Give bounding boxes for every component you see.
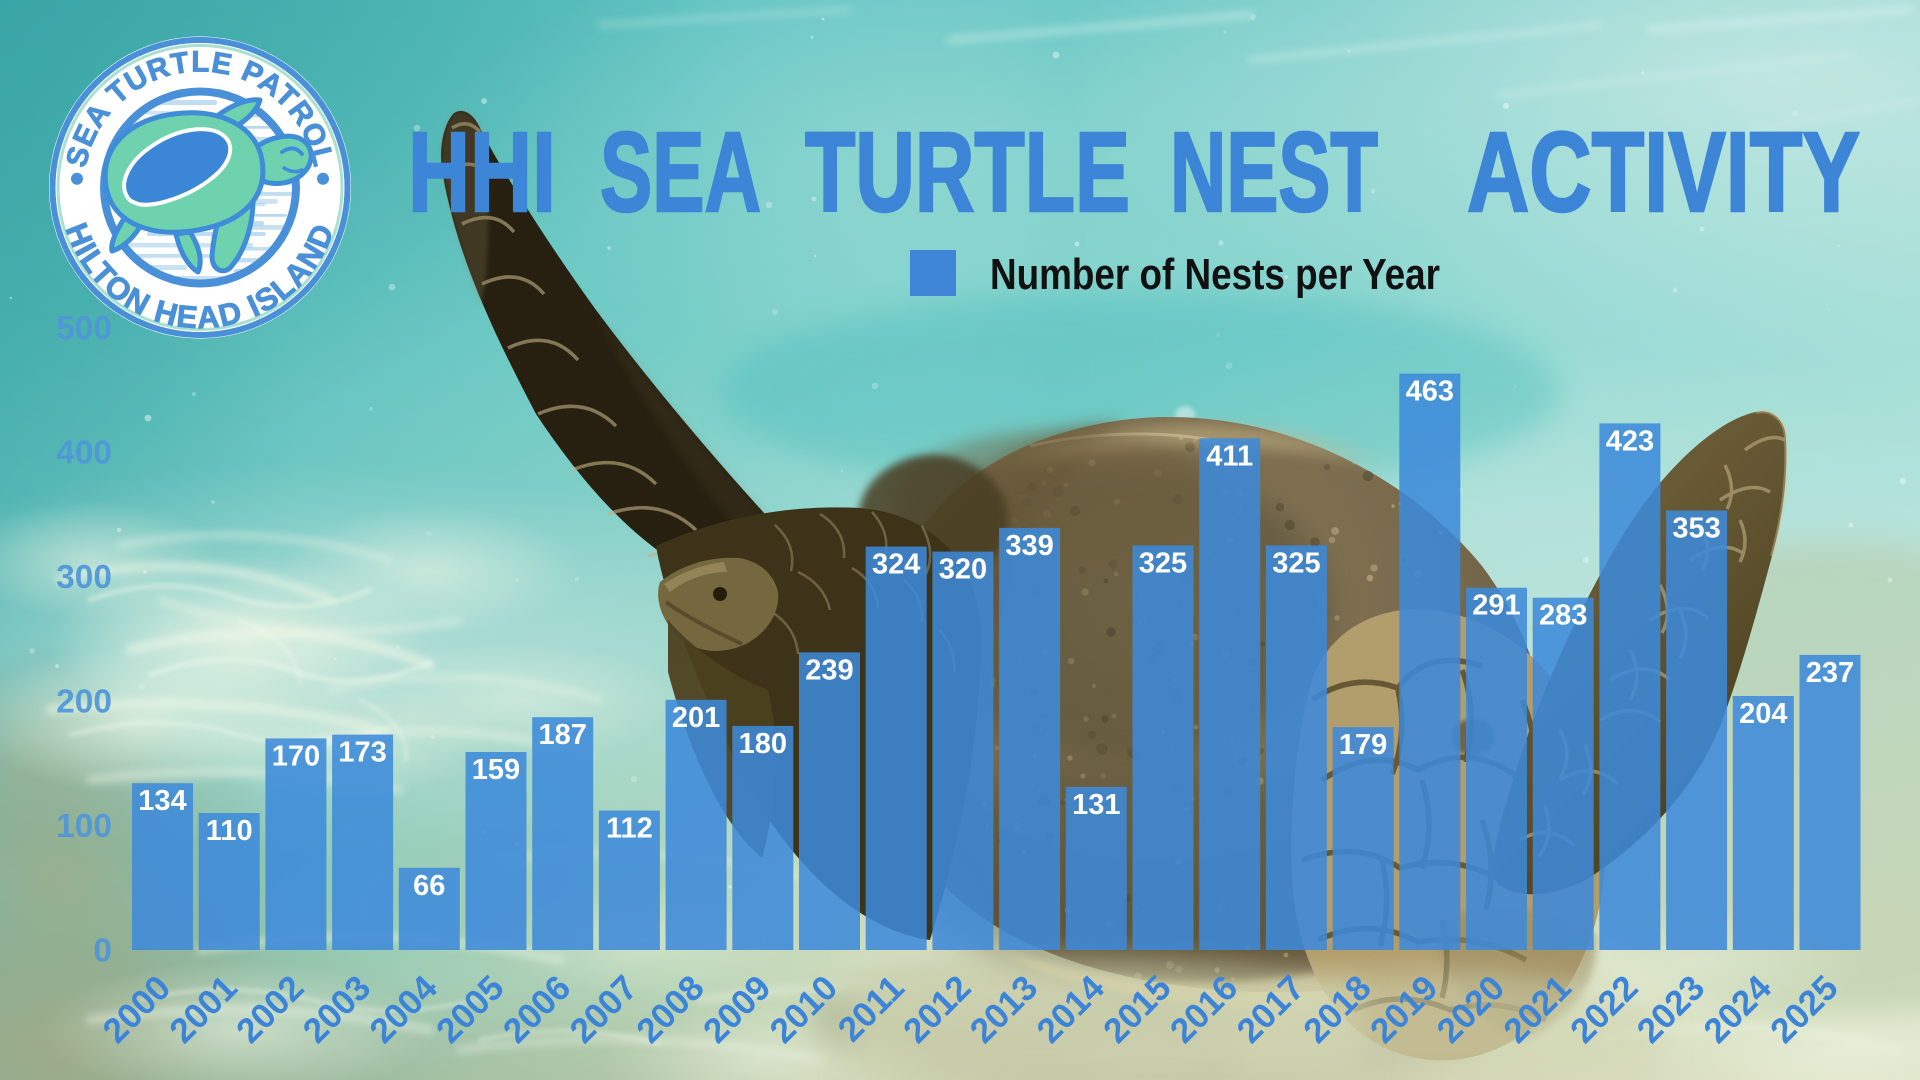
svg-text:204: 204	[1739, 698, 1787, 730]
svg-text:110: 110	[206, 815, 253, 847]
svg-text:TURTLE: TURTLE	[805, 109, 1130, 235]
svg-text:324: 324	[872, 549, 920, 581]
svg-text:500: 500	[56, 310, 112, 347]
svg-text:134: 134	[138, 785, 186, 817]
svg-text:201: 201	[672, 702, 720, 734]
svg-text:400: 400	[56, 435, 112, 472]
svg-text:0: 0	[93, 933, 112, 970]
svg-text:ACTIVITY: ACTIVITY	[1467, 109, 1860, 235]
svg-text:300: 300	[56, 559, 112, 596]
svg-text:159: 159	[472, 754, 520, 786]
svg-text:353: 353	[1672, 513, 1720, 545]
svg-text:170: 170	[272, 740, 320, 772]
svg-text:100: 100	[56, 808, 112, 845]
svg-text:237: 237	[1806, 657, 1854, 689]
svg-text:66: 66	[413, 870, 445, 902]
svg-text:112: 112	[606, 813, 653, 845]
svg-text:NEST: NEST	[1170, 109, 1378, 235]
svg-text:423: 423	[1606, 425, 1654, 457]
svg-text:463: 463	[1406, 376, 1454, 408]
svg-text:325: 325	[1272, 547, 1320, 579]
svg-text:320: 320	[939, 554, 987, 586]
svg-text:187: 187	[539, 719, 587, 751]
svg-text:411: 411	[1206, 440, 1253, 472]
svg-text:179: 179	[1339, 729, 1387, 761]
svg-text:339: 339	[1005, 530, 1053, 562]
svg-text:131: 131	[1072, 789, 1120, 821]
svg-text:283: 283	[1539, 600, 1587, 632]
svg-text:173: 173	[338, 737, 386, 769]
svg-text:Number of Nests per Year: Number of Nests per Year	[990, 250, 1440, 299]
svg-text:180: 180	[739, 728, 787, 760]
svg-text:325: 325	[1139, 547, 1187, 579]
svg-text:239: 239	[805, 654, 853, 686]
svg-text:HHI: HHI	[408, 109, 556, 235]
svg-text:291: 291	[1472, 590, 1520, 622]
svg-text:SEA: SEA	[600, 109, 761, 235]
svg-text:200: 200	[56, 684, 112, 721]
